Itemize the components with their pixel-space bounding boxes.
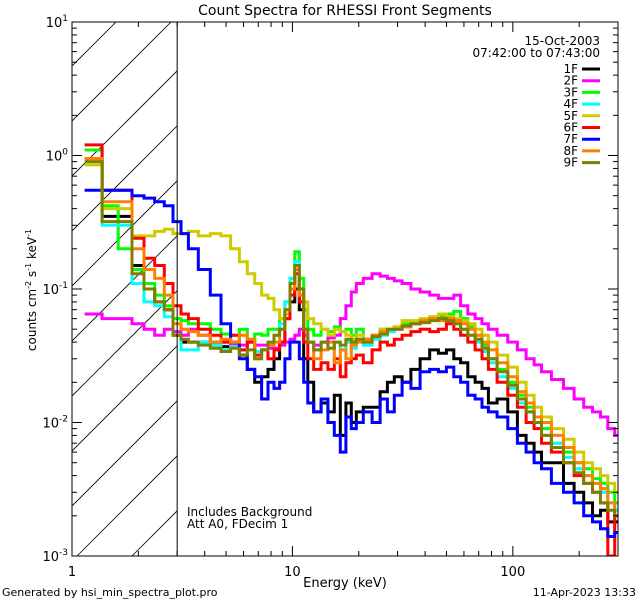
hatch-line: [72, 180, 178, 287]
y-tick-label: 101: [46, 14, 68, 31]
series-7f: [84, 188, 618, 538]
x-axis-label: Energy (keV): [303, 576, 387, 591]
axis-ticks: [71, 22, 619, 557]
hatch-line: [72, 70, 178, 177]
legend-label: 4F: [563, 97, 578, 111]
y-tick-label: 10-1: [42, 281, 68, 298]
y-tick-label: 100: [46, 148, 69, 165]
legend-label: 6F: [563, 121, 578, 135]
legend-label: 8F: [563, 144, 578, 158]
legend-label: 7F: [563, 132, 578, 146]
y-axis-label: counts cm-2 s-1 keV-1: [24, 229, 39, 351]
hatch-line: [0, 0, 127, 556]
hatch-line: [72, 235, 178, 342]
x-tick-label: 10: [284, 565, 301, 580]
legend-label: 9F: [563, 156, 578, 170]
y-tick-labels: 101 100 10-1 10-2 10-3: [42, 14, 68, 565]
hatch-line: [72, 400, 178, 507]
legend-time-range: 07:42:00 to 07:43:00: [473, 46, 600, 60]
y-tick-label: 10-2: [42, 415, 68, 432]
series-layer: [84, 143, 618, 556]
footer-timestamp: 11-Apr-2023 13:33: [533, 586, 636, 599]
footer-generated-by: Generated by hsi_min_spectra_plot.pro: [2, 586, 218, 599]
hatch-line: [72, 22, 117, 67]
series-9f: [84, 160, 618, 518]
x-tick-label: 100: [500, 565, 525, 580]
hatch-line: [72, 345, 178, 452]
x-tick-labels: 1 10 100: [68, 565, 525, 580]
hatch-line: [72, 22, 172, 122]
legend-label: 1F: [563, 62, 578, 76]
annotation-background: Includes Background: [187, 505, 312, 519]
legend-label: 2F: [563, 74, 578, 88]
legend-date: 15-Oct-2003: [524, 34, 600, 48]
legend-label: 5F: [563, 109, 578, 123]
hatched-region: [0, 0, 178, 556]
series-8f: [84, 157, 618, 518]
legend: 15-Oct-2003 07:42:00 to 07:43:00 1F2F3F4…: [473, 34, 600, 170]
y-tick-label: 10-3: [42, 548, 68, 565]
legend-label: 3F: [563, 85, 578, 99]
chart-title: Count Spectra for RHESSI Front Segments: [198, 3, 492, 19]
x-tick-label: 1: [68, 565, 76, 580]
annotation-attenuator: Att A0, FDecim 1: [187, 517, 288, 531]
